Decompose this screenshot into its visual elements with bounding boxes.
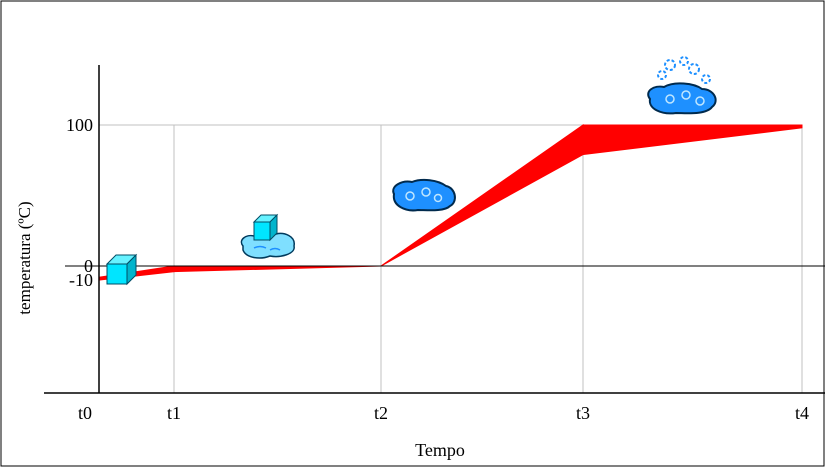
y-tick-label: -10 — [69, 270, 93, 290]
x-tick-label-t2: t2 — [374, 403, 388, 423]
ice-cube-icon — [105, 253, 138, 286]
x-tick-label-t4: t4 — [795, 403, 809, 423]
y-tick-label: 0 — [84, 256, 93, 276]
y-axis-label: temperatura (ºC) — [15, 201, 34, 314]
band-segment-0-3 — [582, 124, 803, 156]
x-tick-label-t1: t1 — [167, 403, 181, 423]
water-puddle-icon — [392, 178, 456, 212]
melting-ice-icon — [240, 213, 295, 259]
boiling-water-icon — [647, 56, 717, 115]
x-tick-label-t0: t0 — [78, 403, 92, 423]
x-tick-label-t3: t3 — [576, 403, 590, 423]
y-tick-label: 100 — [66, 115, 93, 135]
y-tick-labels: 100 0-10 — [66, 115, 93, 290]
x-axis-label: Tempo — [415, 440, 465, 460]
x-tick-labels: t0 t1 t2 t3 t4 — [78, 403, 809, 423]
